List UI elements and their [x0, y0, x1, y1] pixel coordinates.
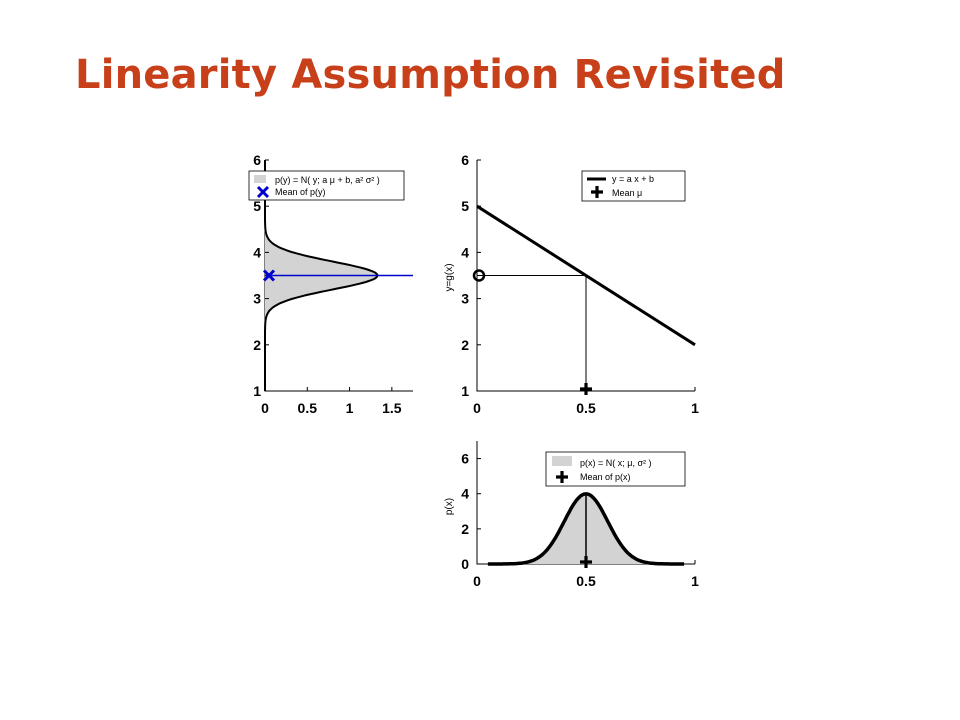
gx-legend-box — [581, 170, 686, 202]
py-legend-box — [248, 170, 405, 201]
px-legend-fill-swatch — [552, 456, 572, 466]
gx-ytick-label: 2 — [461, 337, 469, 353]
py-mean-marker — [262, 269, 276, 282]
py-xtick-label: 1.5 — [382, 400, 402, 416]
py-legend-fill-swatch — [254, 175, 266, 183]
gx-legend-label: y = a x + b — [612, 174, 654, 184]
py-ytick-label: 3 — [253, 291, 261, 307]
py-legend-label: Mean of p(y) — [275, 187, 326, 197]
px-xtick-label: 1 — [691, 573, 699, 589]
gx-ytick-label: 4 — [461, 244, 469, 260]
gx-xtick-label: 1 — [691, 400, 699, 416]
py-legend-label: p(y) = N( y; a μ + b, a² σ² ) — [275, 175, 380, 185]
px-ytick-label: 4 — [461, 486, 469, 502]
px-xtick-label: 0.5 — [576, 573, 596, 589]
px-ylabel: p(x) — [444, 498, 455, 515]
gx-legend-label: Mean μ — [612, 188, 642, 198]
px-ytick-label: 6 — [461, 451, 469, 467]
gx-ytick-label: 5 — [461, 198, 469, 214]
gx-legend-plus-marker — [591, 186, 603, 198]
px-ytick-label: 0 — [461, 556, 469, 572]
gx-xtick-label: 0.5 — [576, 400, 596, 416]
px-legend-label: Mean of p(x) — [580, 472, 631, 482]
py-ytick-label: 5 — [253, 198, 261, 214]
py-xtick-label: 1 — [346, 400, 354, 416]
gx-xtick-label: 0 — [473, 400, 481, 416]
gx-ytick-label: 3 — [461, 291, 469, 307]
gx-ylabel: y=g(x) — [444, 263, 455, 291]
px-xtick-label: 0 — [473, 573, 481, 589]
gx-ytick-label: 1 — [461, 383, 469, 399]
px-legend-plus-marker — [556, 471, 568, 483]
px-legend-label: p(x) = N( x; μ, σ² ) — [580, 458, 652, 468]
slide-title: Linearity Assumption Revisited — [75, 52, 786, 98]
gx-mapped-mean-marker — [472, 269, 486, 282]
py-ytick-label: 1 — [253, 383, 261, 399]
py-xtick-label: 0 — [261, 400, 269, 416]
gx-ytick-label: 6 — [461, 152, 469, 168]
px-ytick-label: 2 — [461, 521, 469, 537]
py-ytick-label: 6 — [253, 152, 261, 168]
py-ytick-label: 2 — [253, 337, 261, 353]
py-ytick-label: 4 — [253, 244, 261, 260]
py-xtick-label: 0.5 — [298, 400, 318, 416]
py-legend-x-marker — [256, 185, 270, 199]
